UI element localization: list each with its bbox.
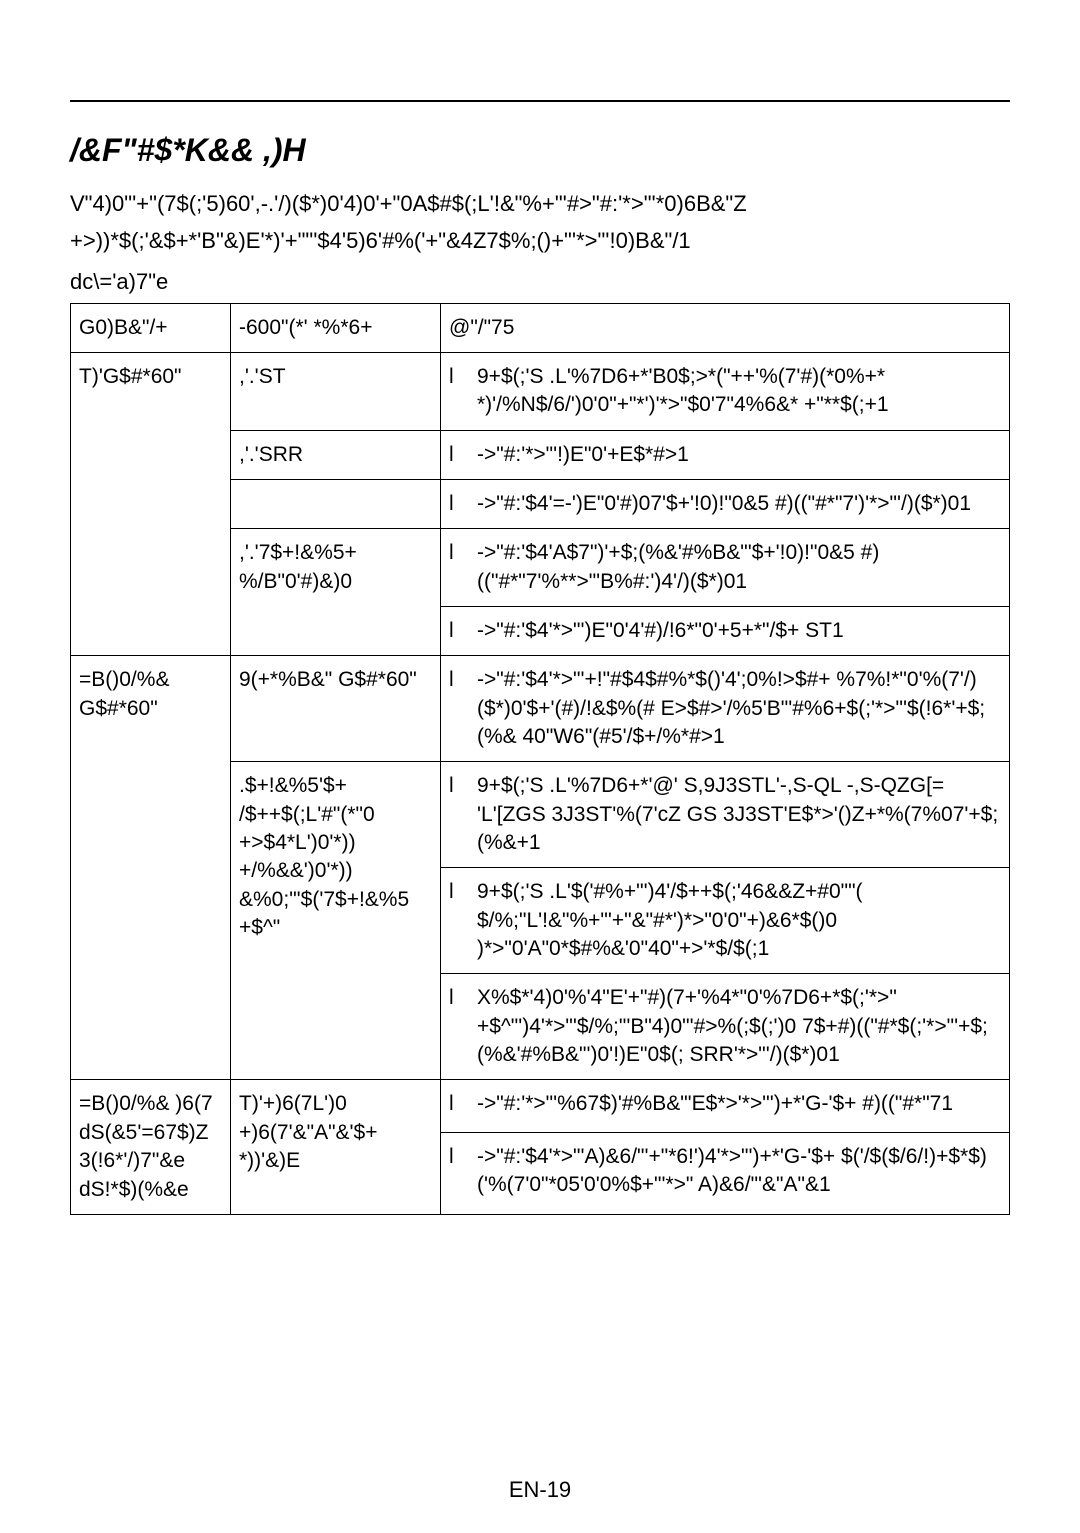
bullet-icon: l — [449, 772, 477, 800]
g1r3-remedy: l->"#:'$4'=-')E"0'#)07'$+'!0)!"0&5 #)(("… — [441, 479, 1010, 528]
note-line: dc\='a)7"e — [70, 269, 1010, 295]
header-col3: @"/"75 — [441, 303, 1010, 352]
g1r2-sub: ,'.'SRR — [231, 430, 441, 479]
troubleshoot-table: G0)B&"/+ -600"(*' *%*6+ @"/"75 T)'G$#*60… — [70, 303, 1010, 1215]
group1-label: T)'G$#*60" — [71, 352, 231, 655]
bullet-icon: l — [449, 490, 477, 518]
page-number: EN-19 — [0, 1477, 1080, 1503]
g1r4-sub: ,'.'7$+!&%5+ %/B"0'#)&)0 — [231, 529, 441, 656]
bullet-icon: l — [449, 363, 477, 391]
bullet-icon: l — [449, 617, 477, 645]
g2r2-sub: .$+!&%5'$+ /$++$(;L'#"(*"0 +>$4*L')0'*))… — [231, 762, 441, 1080]
g1r5-remedy: l->"#:'$4'*>"')E"0'4'#)/!6*"0'+5+*"/$+ S… — [441, 607, 1010, 656]
g1r1-remedy: l9+$(;'S .L'%7D6+*'B0$;>*("++'%(7'#)(*0%… — [441, 352, 1010, 430]
header-col2: -600"(*' *%*6+ — [231, 303, 441, 352]
g1r4-remedy: l->"#:'$4'A$7")'+$;(%&'#%B&"'$+'!0)!"0&5… — [441, 529, 1010, 607]
bullet-icon: l — [449, 1143, 477, 1171]
g2r4-remedy: lX%$*'4)0'%'4"E'+"#)(7+'%4*"0'%7D6+*$(;'… — [441, 974, 1010, 1080]
intro-line-2: +>))*$(;'&$+*'B"&)E'*)'+""'$4'5)6'#%('+"… — [70, 226, 1010, 257]
page-title: /&F"#$*K&& ,)H — [70, 132, 1010, 169]
group3-label: =B()0/%& )6(7 dS(&5'=67$)Z 3(!6*'/)7"&e … — [71, 1080, 231, 1214]
bullet-icon: l — [449, 666, 477, 694]
g2r1-remedy: l->"#:'$4'*>"'+!"#$4$#%*$()'4';0%!>$#+ %… — [441, 656, 1010, 762]
bullet-icon: l — [449, 1090, 477, 1118]
intro-line-1: V"4)0"'+"(7$(;'5)60',-.'/)($*)0'4)0'+"0A… — [70, 189, 1010, 220]
group2-label: =B()0/%& G$#*60" — [71, 656, 231, 1080]
g3r1-remedy: l->"#:'*>"'%67$)'#%B&"'E$*>'*>"')+*'G-'$… — [441, 1080, 1010, 1132]
bullet-icon: l — [449, 984, 477, 1012]
g2r2-remedy: l9+$(;'S .L'%7D6+*'@' S,9J3STL'-,S-QL -,… — [441, 762, 1010, 868]
bullet-icon: l — [449, 441, 477, 469]
bullet-icon: l — [449, 539, 477, 567]
g3r1-sub: T)'+)6(7L')0 +)6(7'&"A"&'$+ *))'&)E — [231, 1080, 441, 1214]
bullet-icon: l — [449, 878, 477, 906]
g2r1-sub: 9(+*%B&" G$#*60" — [231, 656, 441, 762]
header-col1: G0)B&"/+ — [71, 303, 231, 352]
g1r3-sub-empty — [231, 479, 441, 528]
g3r2-remedy: l->"#:'$4'*>"'A)&6/"'+"*6!')4'*>"')+*'G-… — [441, 1132, 1010, 1214]
g2r3-remedy: l9+$(;'S .L'$('#%+"')4'/$++$(;'46&&Z+#0"… — [441, 868, 1010, 974]
g1r2-remedy: l->"#:'*>"'!)E"0'+E$*#>1 — [441, 430, 1010, 479]
g1r1-sub: ,'.'ST — [231, 352, 441, 430]
